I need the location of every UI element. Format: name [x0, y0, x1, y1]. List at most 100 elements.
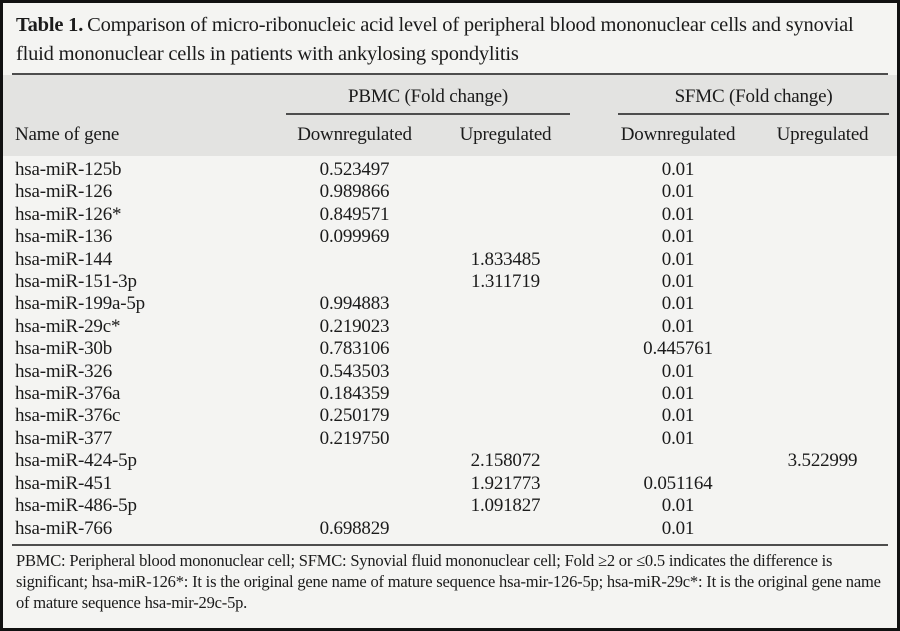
sfmc-upregulated-header: Upregulated: [776, 124, 869, 145]
sfmc-downregulated-cell: 0.01: [661, 405, 695, 427]
sfmc-group-cell: SFMC (Fold change): [608, 86, 897, 115]
pbmc-downregulated-cell: 0.989866: [319, 181, 390, 203]
column-gap: [578, 226, 608, 248]
column-gap: [578, 271, 608, 293]
pbmc-upregulated-cell: [433, 405, 578, 427]
sfmc-downregulated-cell: 0.01: [661, 271, 695, 293]
column-gap: [578, 428, 608, 450]
sfmc-upregulated-cell: [748, 383, 897, 405]
table-number-label: Table 1.: [16, 14, 84, 36]
table-caption: Table 1. Comparison of micro-ribonucleic …: [3, 3, 897, 73]
sfmc-upregulated-cell: [748, 316, 897, 338]
column-gap: [578, 293, 608, 315]
table-row: hsa-miR-126 0.989866 0.01: [3, 181, 897, 203]
sfmc-downregulated-cell: 0.01: [661, 248, 695, 270]
pbmc-group-header: PBMC (Fold change): [286, 86, 571, 115]
gene-name-cell: hsa-miR-30b: [15, 338, 113, 360]
sfmc-upregulated-cell: [748, 428, 897, 450]
table-row: hsa-miR-125b 0.523497 0.01: [3, 159, 897, 181]
gene-name-cell: hsa-miR-766: [15, 517, 113, 539]
pbmc-downregulated-cell: 0.099969: [319, 226, 390, 248]
column-gap: [578, 473, 608, 495]
pbmc-upregulated-cell: 1.833485: [470, 248, 541, 270]
gene-name-cell: hsa-miR-424-5p: [15, 450, 137, 472]
table-row: hsa-miR-451 1.921773 0.051164: [3, 473, 897, 495]
pbmc-upregulated-cell: 1.311719: [471, 271, 540, 293]
column-gap: [578, 204, 608, 226]
column-gap: [578, 383, 608, 405]
gene-name-cell: hsa-miR-136: [15, 226, 113, 248]
column-gap: [578, 86, 608, 115]
pbmc-upregulated-cell: [433, 383, 578, 405]
pbmc-upregulated-cell: [433, 226, 578, 248]
pbmc-downregulated-cell: 0.994883: [319, 293, 390, 315]
sfmc-upregulated-cell: [748, 338, 897, 360]
pbmc-upregulated-header: Upregulated: [459, 124, 552, 145]
gene-name-cell: hsa-miR-376a: [15, 383, 121, 405]
pbmc-upregulated-cell: 1.091827: [470, 495, 541, 517]
gene-column-header: Name of gene: [15, 124, 120, 145]
pbmc-upregulated-cell: [433, 293, 578, 315]
column-gap: [578, 316, 608, 338]
sfmc-upregulated-cell: [748, 293, 897, 315]
pbmc-upregulated-cell: [433, 361, 578, 383]
caption-text: Comparison of micro-ribonucleic acid lev…: [16, 14, 854, 65]
column-gap: [578, 249, 608, 271]
table-row: hsa-miR-151-3p 1.311719 0.01: [3, 271, 897, 293]
sfmc-upregulated-cell: 3.522999: [787, 450, 858, 472]
gene-name-cell: hsa-miR-486-5p: [15, 495, 137, 517]
sfmc-upregulated-cell: [748, 473, 897, 495]
gene-name-cell: hsa-miR-126: [15, 181, 113, 203]
gene-name-cell: hsa-miR-377: [15, 427, 113, 449]
header-table: PBMC (Fold change) SFMC (Fold change) Na…: [3, 86, 897, 156]
sfmc-downregulated-cell: 0.01: [661, 383, 695, 405]
empty-cell: [3, 86, 276, 115]
pbmc-downregulated-header: Downregulated: [297, 124, 412, 145]
table-row: hsa-miR-126* 0.849571 0.01: [3, 204, 897, 226]
table-row: hsa-miR-326 0.543503 0.01: [3, 361, 897, 383]
gene-name-cell: hsa-miR-29c*: [15, 315, 121, 337]
table-row: hsa-miR-136 0.099969 0.01: [3, 226, 897, 248]
sfmc-downregulated-cell: 0.051164: [643, 472, 713, 494]
table-row: hsa-miR-376a 0.184359 0.01: [3, 383, 897, 405]
sub-header-row: Name of gene Downregulated Upregulated D…: [3, 115, 897, 156]
pbmc-downregulated-cell: 0.849571: [319, 203, 390, 225]
table-body: hsa-miR-125b 0.523497 0.01 hsa-miR-126 0…: [3, 156, 897, 544]
table-footnote: PBMC: Peripheral blood mononuclear cell;…: [16, 550, 881, 612]
pbmc-upregulated-cell: 2.158072: [470, 450, 541, 472]
pbmc-downregulated-cell: [276, 473, 433, 495]
pbmc-upregulated-cell: 1.921773: [470, 472, 541, 494]
pbmc-downregulated-cell: [276, 249, 433, 271]
sfmc-downregulated-cell: 0.01: [661, 226, 695, 248]
pbmc-downregulated-cell: 0.184359: [319, 383, 390, 405]
gene-name-cell: hsa-miR-451: [15, 472, 113, 494]
pbmc-upregulated-cell: [433, 181, 578, 203]
table-row: hsa-miR-30b 0.783106 0.445761: [3, 338, 897, 360]
table-row: hsa-miR-766 0.698829 0.01: [3, 518, 897, 540]
sfmc-downregulated-cell: 0.01: [661, 427, 695, 449]
gene-name-cell: hsa-miR-125b: [15, 159, 122, 180]
column-gap: [578, 159, 608, 181]
column-gap: [578, 338, 608, 360]
sfmc-downregulated-cell: 0.445761: [643, 338, 713, 360]
pbmc-upregulated-cell: [433, 204, 578, 226]
pbmc-upregulated-cell: [433, 338, 578, 360]
table-header-band: PBMC (Fold change) SFMC (Fold change) Na…: [3, 75, 897, 156]
table-row: hsa-miR-376c 0.250179 0.01: [3, 405, 897, 427]
pbmc-group-cell: PBMC (Fold change): [276, 86, 578, 115]
gene-name-cell: hsa-miR-151-3p: [15, 271, 137, 293]
sfmc-upregulated-cell: [748, 159, 897, 181]
table-row: hsa-miR-199a-5p 0.994883 0.01: [3, 293, 897, 315]
sfmc-upregulated-cell: [748, 518, 897, 540]
pbmc-downregulated-cell: 0.783106: [319, 338, 390, 360]
column-gap: [578, 450, 608, 472]
sfmc-downregulated-cell: 0.01: [661, 293, 695, 315]
pbmc-downregulated-cell: 0.219023: [319, 315, 390, 337]
pbmc-downregulated-cell: 0.250179: [319, 405, 390, 427]
sfmc-upregulated-cell: [748, 249, 897, 271]
sfmc-upregulated-cell: [748, 226, 897, 248]
sfmc-downregulated-cell: 0.01: [661, 360, 695, 382]
pbmc-upregulated-cell: [433, 159, 578, 181]
column-gap: [578, 181, 608, 203]
gene-name-cell: hsa-miR-199a-5p: [15, 293, 145, 315]
